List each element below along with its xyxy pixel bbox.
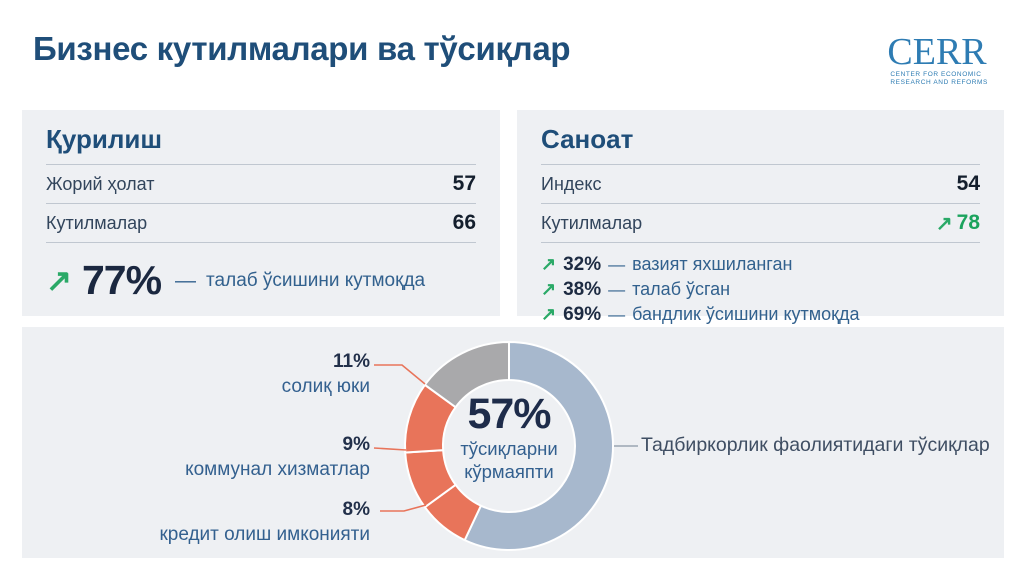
stat-text: вазият яхшиланган bbox=[632, 254, 793, 274]
donut-center-text: тўсиқларни bbox=[460, 438, 558, 459]
row-label: Кутилмалар bbox=[46, 212, 148, 233]
highlight-text: талаб ўсишини кутмоқда bbox=[206, 269, 426, 291]
donut-center-label: 57% тўсиқларни кўрмаяпти bbox=[409, 392, 609, 483]
trend-up-icon: ↗ bbox=[541, 279, 557, 299]
donut-center-text: кўрмаяпти bbox=[464, 461, 554, 482]
cerr-logo-subtitle-line1: CENTER FOR ECONOMIC bbox=[890, 71, 982, 78]
stat-text: бандлик ўсишини кутмоқда bbox=[632, 304, 860, 324]
table-row: Кутилмалар ↗ 78 bbox=[541, 204, 980, 243]
panel-industry: Саноат Индекс 54 Кутилмалар ↗ 78 ↗ 32% —… bbox=[517, 110, 1004, 325]
trend-up-icon: ↗ bbox=[935, 212, 953, 235]
callout-percent: 11% bbox=[333, 351, 370, 372]
stat-percent: 38% bbox=[563, 279, 602, 300]
row-value: 78 bbox=[956, 211, 980, 234]
cerr-logo: CERR CENTER FOR ECONOMIC RESEARCH AND RE… bbox=[887, 31, 988, 88]
row-value: 66 bbox=[452, 211, 476, 234]
callout-label: солиқ юки bbox=[281, 376, 370, 397]
row-value-trend: ↗ 78 bbox=[936, 211, 980, 236]
dash: — bbox=[608, 305, 626, 324]
trend-up-icon: ↗ bbox=[541, 254, 557, 274]
cerr-logo-text: CERR bbox=[887, 31, 987, 73]
cerr-logo-subtitle-line2: RESEARCH AND REFORMS bbox=[890, 79, 988, 87]
callout-tax: 11% солиқ юки bbox=[282, 349, 370, 399]
callout-utilities: 9% коммунал хизматлар bbox=[185, 432, 370, 482]
table-row: Кутилмалар 66 bbox=[46, 204, 476, 243]
dash: — bbox=[608, 255, 626, 274]
callout-line-credit bbox=[380, 504, 427, 512]
trend-up-icon: ↗ bbox=[46, 263, 72, 298]
chart-title-label: Тадбиркорлик фаолиятидаги тўсиқлар bbox=[641, 434, 990, 456]
row-value: 57 bbox=[452, 172, 476, 195]
callout-label: коммунал хизматлар bbox=[185, 459, 370, 480]
donut-chart-svg bbox=[373, 340, 638, 551]
dash: — bbox=[175, 268, 197, 292]
stat-item: ↗ 69% — бандлик ўсишини кутмоқда bbox=[541, 302, 980, 327]
cerr-logo-subtitle: CENTER FOR ECONOMIC RESEARCH AND REFORMS bbox=[890, 71, 988, 88]
construction-highlight: ↗ 77% — талаб ўсишини кутмоқда bbox=[46, 260, 476, 301]
donut-slice bbox=[423, 340, 510, 409]
callout-percent: 9% bbox=[342, 434, 370, 455]
donut-slice bbox=[463, 340, 614, 551]
row-label: Кутилмалар bbox=[541, 212, 643, 233]
donut-chart bbox=[404, 340, 614, 551]
page-title: Бизнес кутилмалари ва тўсиқлар bbox=[33, 30, 571, 67]
stat-percent: 69% bbox=[563, 304, 602, 325]
slide-header: Бизнес кутилмалари ва тўсиқлар CERR CENT… bbox=[0, 0, 1024, 110]
stat-panels: Қурилиш Жорий ҳолат 57 Кутилмалар 66 ↗ 7… bbox=[22, 110, 1024, 325]
row-label: Жорий ҳолат bbox=[46, 173, 155, 194]
panel-construction: Қурилиш Жорий ҳолат 57 Кутилмалар 66 ↗ 7… bbox=[22, 110, 500, 316]
callout-line-tax bbox=[374, 364, 426, 385]
stat-item: ↗ 32% — вазият яхшиланган bbox=[541, 252, 980, 277]
callout-line-utilities bbox=[373, 447, 407, 451]
dash: — bbox=[608, 280, 626, 299]
callout-credit: 8% кредит олиш имконияти bbox=[159, 497, 370, 547]
stat-item: ↗ 38% — талаб ўсган bbox=[541, 277, 980, 302]
row-value: 54 bbox=[956, 172, 980, 195]
industry-stats: ↗ 32% — вазият яхшиланган ↗ 38% — талаб … bbox=[541, 252, 980, 327]
table-row: Индекс 54 bbox=[541, 165, 980, 204]
trend-up-icon: ↗ bbox=[541, 304, 557, 324]
callout-label: кредит олиш имконияти bbox=[159, 524, 370, 545]
stat-percent: 32% bbox=[563, 254, 602, 275]
stat-text: талаб ўсган bbox=[632, 279, 731, 299]
callout-percent: 8% bbox=[342, 499, 370, 520]
highlight-percent: 77% bbox=[81, 257, 162, 303]
row-label: Индекс bbox=[541, 173, 602, 194]
panel-industry-title: Саноат bbox=[541, 124, 980, 165]
table-row: Жорий ҳолат 57 bbox=[46, 165, 476, 204]
panel-construction-title: Қурилиш bbox=[46, 124, 476, 165]
obstacles-chart-panel: 11% солиқ юки 9% коммунал хизматлар 8% к… bbox=[22, 327, 1004, 558]
donut-center-percent: 57% bbox=[467, 390, 551, 438]
